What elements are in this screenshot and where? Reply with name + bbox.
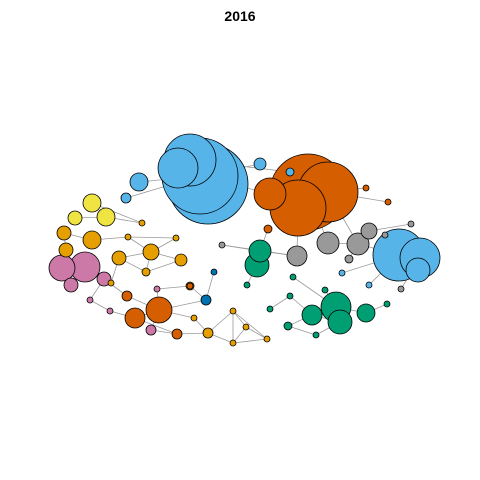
node-lb6 <box>121 193 131 203</box>
node-gn3 <box>244 282 250 288</box>
edge-pk5-pk6 <box>90 300 110 311</box>
node-pk5 <box>87 297 93 303</box>
node-or7 <box>264 225 272 233</box>
node-gn1 <box>249 240 271 262</box>
node-lb5 <box>130 173 148 191</box>
node-or3 <box>254 178 286 210</box>
node-og4 <box>143 244 159 260</box>
edge-gn10-gn12 <box>288 326 316 335</box>
edge-pk8-og12 <box>157 286 190 289</box>
node-gn13 <box>384 301 390 307</box>
node-og3 <box>59 243 73 257</box>
node-pk6 <box>107 308 113 314</box>
node-gn8 <box>357 304 375 322</box>
node-gn7 <box>328 310 352 334</box>
node-gn6 <box>302 305 322 325</box>
node-og9 <box>173 235 179 241</box>
node-lb2 <box>158 148 198 188</box>
edge-gn9-gn11 <box>270 296 290 309</box>
node-gr7 <box>408 221 414 227</box>
node-pk8 <box>154 286 160 292</box>
edge-og8-og9 <box>128 237 176 238</box>
node-lb12 <box>339 270 345 276</box>
node-db1 <box>201 295 211 305</box>
node-gn12 <box>313 332 319 338</box>
node-or12 <box>187 283 193 289</box>
node-lb13 <box>366 282 372 288</box>
node-og14 <box>230 308 236 314</box>
node-yl2 <box>68 211 82 225</box>
node-og16 <box>230 340 236 346</box>
node-gn11 <box>267 306 273 312</box>
node-og1 <box>57 226 71 240</box>
node-gr3 <box>361 223 377 239</box>
node-gr8 <box>219 242 225 248</box>
graph-title: 2016 <box>224 8 255 24</box>
node-gr5 <box>345 255 353 263</box>
node-pk1 <box>49 255 75 281</box>
node-gn4 <box>290 274 296 280</box>
node-og10 <box>139 220 145 226</box>
node-og8 <box>125 234 131 240</box>
node-og7 <box>142 268 150 276</box>
edge-og14-og17 <box>233 311 267 339</box>
node-lb7 <box>254 158 266 170</box>
node-gr6 <box>382 232 388 238</box>
node-gn9 <box>287 293 293 299</box>
node-db2 <box>211 269 217 275</box>
node-gr9 <box>398 286 404 292</box>
node-og17 <box>264 336 270 342</box>
node-or11 <box>172 329 182 339</box>
node-og5 <box>112 251 126 265</box>
edge-og16-og17 <box>233 339 267 343</box>
node-og18 <box>191 315 197 321</box>
edge-og15-og17 <box>246 327 267 339</box>
node-yl3 <box>97 208 115 226</box>
node-og2 <box>83 231 101 249</box>
nodes-layer <box>49 134 440 346</box>
node-gn14 <box>322 287 328 293</box>
node-og6 <box>175 254 187 266</box>
node-pk7 <box>146 325 156 335</box>
node-gr4 <box>287 246 307 266</box>
node-lb11 <box>406 258 430 282</box>
node-og11 <box>108 280 114 286</box>
node-yl1 <box>83 194 101 212</box>
node-or8 <box>146 297 172 323</box>
node-gr1 <box>317 232 339 254</box>
node-og15 <box>243 324 249 330</box>
node-lb8 <box>286 168 294 176</box>
node-og13 <box>203 328 213 338</box>
node-or10 <box>122 291 132 301</box>
node-pk3 <box>64 278 78 292</box>
node-or5 <box>363 185 369 191</box>
node-or6 <box>385 199 391 205</box>
node-gn10 <box>284 322 292 330</box>
node-or9 <box>125 308 145 328</box>
